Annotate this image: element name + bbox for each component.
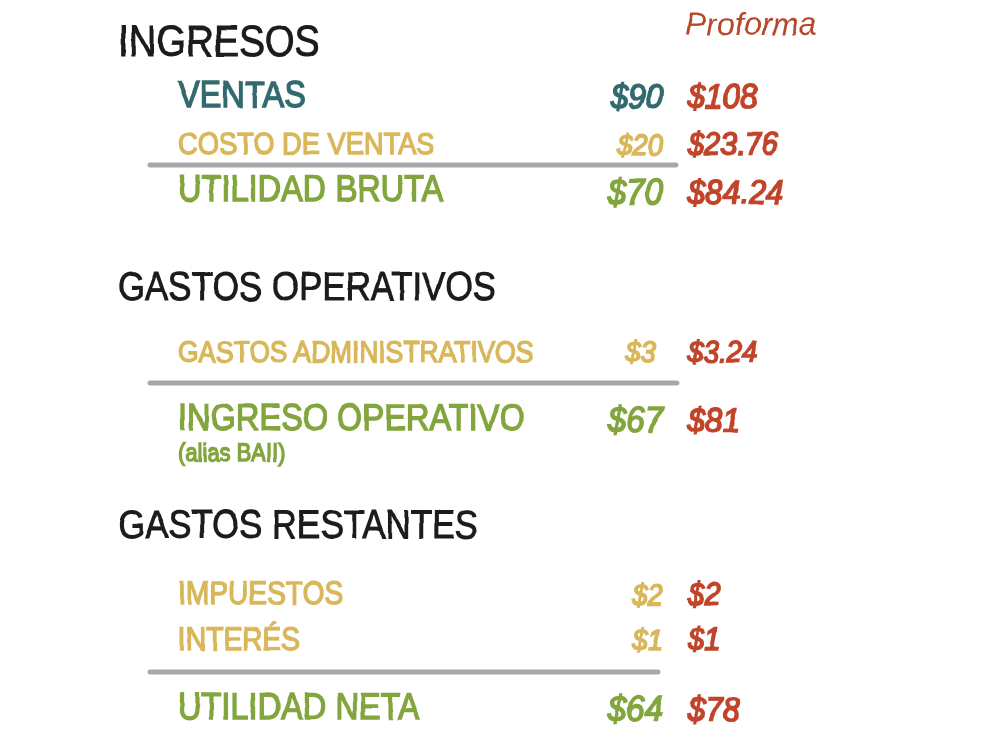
- svg-text:UTILIDAD BRUTA: UTILIDAD BRUTA: [178, 168, 444, 209]
- svg-text:$67: $67: [607, 401, 665, 441]
- svg-text:COSTO DE VENTAS: COSTO DE VENTAS: [178, 127, 435, 161]
- svg-text:INTERÉS: INTERÉS: [178, 622, 300, 657]
- svg-text:$1: $1: [631, 624, 663, 657]
- svg-text:GASTOS ADMINISTRATIVOS: GASTOS ADMINISTRATIVOS: [178, 334, 533, 368]
- svg-text:GASTOS OPERATIVOS: GASTOS OPERATIVOS: [118, 264, 496, 309]
- svg-text:INGRESO OPERATIVO: INGRESO OPERATIVO: [178, 397, 525, 438]
- svg-text:$3: $3: [624, 336, 656, 369]
- svg-text:$84.24: $84.24: [687, 173, 784, 212]
- svg-text:GASTOS RESTANTES: GASTOS RESTANTES: [118, 502, 478, 547]
- svg-text:$20: $20: [616, 129, 663, 162]
- svg-text:UTILIDAD NETA: UTILIDAD NETA: [178, 686, 420, 727]
- svg-text:Proforma: Proforma: [685, 6, 817, 42]
- svg-text:$2: $2: [631, 579, 663, 612]
- svg-text:(alias BAII): (alias BAII): [178, 439, 286, 467]
- svg-text:$81: $81: [687, 401, 740, 440]
- svg-text:$64: $64: [607, 690, 663, 730]
- svg-text:$90: $90: [610, 77, 663, 116]
- svg-text:INGRESOS: INGRESOS: [118, 17, 320, 66]
- svg-text:VENTAS: VENTAS: [178, 74, 306, 115]
- svg-text:$78: $78: [687, 690, 740, 729]
- svg-text:$1: $1: [687, 621, 721, 657]
- svg-text:$23.76: $23.76: [687, 126, 779, 162]
- svg-text:$108: $108: [687, 77, 758, 116]
- svg-text:IMPUESTOS: IMPUESTOS: [178, 576, 343, 611]
- svg-text:$70: $70: [607, 173, 663, 213]
- svg-text:$3.24: $3.24: [687, 336, 757, 369]
- svg-text:$2: $2: [687, 576, 721, 612]
